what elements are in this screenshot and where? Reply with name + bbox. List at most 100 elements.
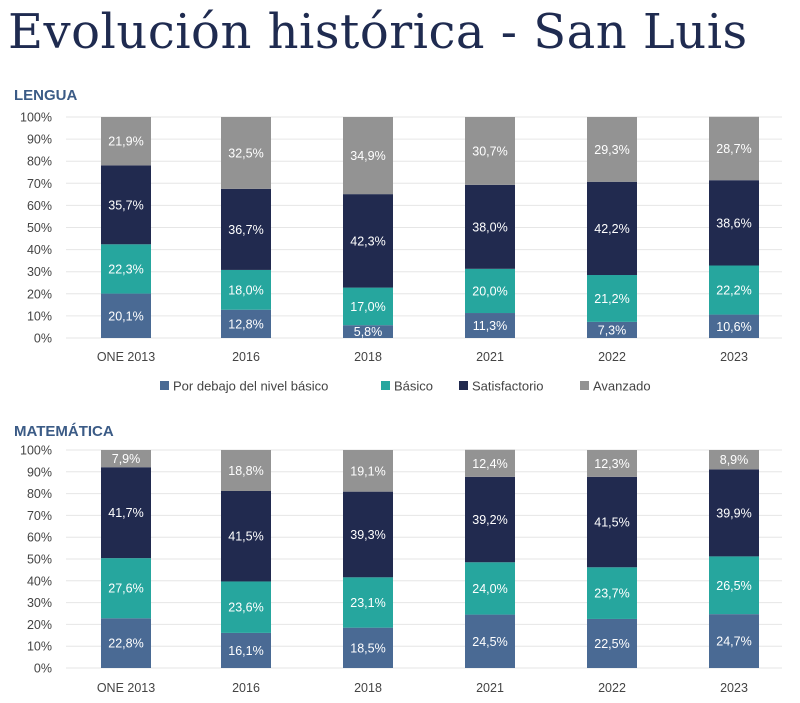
matematica-bar-segment	[709, 614, 759, 668]
matematica-data-label: 26,5%	[716, 579, 751, 593]
lengua-bar-segment	[587, 117, 637, 182]
lengua-data-label: 38,0%	[472, 220, 507, 234]
lengua-data-label: 29,3%	[594, 143, 629, 157]
lengua-data-label: 17,0%	[350, 300, 385, 314]
matematica-bar-segment	[343, 577, 393, 628]
lengua-data-label: 7,3%	[598, 323, 627, 337]
matematica-category-label: 2018	[354, 681, 382, 695]
lengua-bar-segment	[465, 117, 515, 185]
legend-swatch	[381, 381, 390, 390]
legend-swatch	[160, 381, 169, 390]
matematica-data-label: 8,9%	[720, 453, 749, 467]
lengua-y-tick-label: 60%	[27, 199, 52, 213]
matematica-y-tick-label: 50%	[27, 553, 52, 567]
page-title: Evolución histórica - San Luis	[8, 4, 748, 60]
matematica-data-label: 41,5%	[228, 530, 263, 544]
legend-swatch	[459, 381, 468, 390]
lengua-bar-segment	[587, 321, 637, 338]
lengua-bar-segment	[343, 287, 393, 326]
matematica-y-tick-label: 0%	[34, 662, 52, 676]
lengua-bar-segment	[709, 265, 759, 315]
matematica-category-label: 2022	[598, 681, 626, 695]
lengua-data-label: 11,3%	[473, 319, 508, 333]
matematica-data-label: 19,1%	[350, 464, 385, 478]
matematica-bar-segment	[465, 562, 515, 615]
matematica-bar-segment	[709, 556, 759, 615]
lengua-category-label: 2016	[232, 350, 260, 364]
lengua-chart-title: LENGUA	[14, 87, 78, 104]
lengua-bar-segment	[465, 268, 515, 314]
matematica-bar-segment	[101, 618, 151, 668]
lengua-data-label: 38,6%	[716, 216, 751, 230]
lengua-data-label: 5,8%	[354, 325, 383, 339]
matematica-data-label: 18,8%	[228, 464, 263, 478]
lengua-bar-segment	[587, 275, 637, 322]
matematica-bar-segment	[587, 618, 637, 668]
matematica-data-label: 41,5%	[594, 516, 629, 530]
matematica-bar-segment	[221, 490, 271, 582]
lengua-y-tick-label: 70%	[27, 177, 52, 191]
legend-label: Básico	[394, 379, 433, 394]
lengua-bar-segment	[709, 314, 759, 338]
matematica-category-label: 2021	[476, 681, 504, 695]
lengua-y-tick-label: 90%	[27, 133, 52, 147]
lengua-data-label: 22,3%	[108, 262, 143, 276]
matematica-y-tick-label: 30%	[27, 596, 52, 610]
lengua-data-label: 36,7%	[228, 223, 263, 237]
matematica-bar-segment	[101, 450, 151, 468]
lengua-category-label: ONE 2013	[97, 350, 155, 364]
matematica-bar-segment	[465, 449, 515, 477]
matematica-bar-segment	[221, 450, 271, 491]
lengua-bar-segment	[221, 117, 271, 189]
lengua-data-label: 22,2%	[716, 284, 751, 298]
matematica-y-tick-label: 20%	[27, 618, 52, 632]
matematica-y-tick-label: 60%	[27, 531, 52, 545]
lengua-y-tick-label: 20%	[27, 287, 52, 301]
matematica-bar-segment	[343, 491, 393, 578]
lengua-bar-segment	[221, 188, 271, 270]
matematica-bar-segment	[221, 632, 271, 668]
matematica-bar-segment	[221, 581, 271, 633]
lengua-data-label: 34,9%	[350, 149, 385, 163]
matematica-data-label: 39,9%	[716, 506, 751, 520]
lengua-category-label: 2018	[354, 350, 382, 364]
matematica-data-label: 23,7%	[594, 587, 629, 601]
matematica-data-label: 39,2%	[472, 513, 507, 527]
lengua-y-tick-label: 40%	[27, 243, 52, 257]
lengua-bar-segment	[101, 293, 151, 338]
matematica-bar-segment	[343, 450, 393, 492]
lengua-data-label: 32,5%	[228, 146, 263, 160]
matematica-bar-segment	[465, 476, 515, 563]
lengua-bar-segment	[101, 165, 151, 245]
lengua-data-label: 20,0%	[472, 284, 507, 298]
lengua-data-label: 20,1%	[108, 309, 143, 323]
matematica-data-label: 12,3%	[594, 457, 629, 471]
matematica-bar-segment	[101, 467, 151, 559]
lengua-bar-segment	[343, 194, 393, 288]
matematica-data-label: 27,6%	[108, 582, 143, 596]
lengua-bar-segment	[709, 180, 759, 266]
lengua-data-label: 42,3%	[350, 234, 385, 248]
lengua-bar-segment	[343, 325, 393, 338]
matematica-y-tick-label: 100%	[20, 444, 52, 458]
matematica-data-label: 12,4%	[472, 457, 507, 471]
lengua-data-label: 21,2%	[594, 292, 629, 306]
matematica-bar-segment	[465, 614, 515, 668]
legend-swatch	[580, 381, 589, 390]
lengua-y-tick-label: 30%	[27, 265, 52, 279]
legend-label: Avanzado	[593, 379, 651, 394]
lengua-data-label: 21,9%	[108, 135, 143, 149]
legend-label: Por debajo del nivel básico	[173, 379, 328, 394]
lengua-bar-segment	[343, 117, 393, 195]
lengua-data-label: 10,6%	[716, 320, 751, 334]
matematica-category-label: ONE 2013	[97, 681, 155, 695]
matematica-bar-segment	[587, 450, 637, 477]
legend-label: Satisfactorio	[472, 379, 544, 394]
matematica-data-label: 16,1%	[228, 644, 263, 658]
lengua-bar-segment	[221, 269, 271, 310]
lengua-category-label: 2023	[720, 350, 748, 364]
matematica-bar-segment	[587, 476, 637, 568]
lengua-y-tick-label: 100%	[20, 111, 52, 125]
matematica-y-tick-label: 10%	[27, 640, 52, 654]
matematica-chart-title: MATEMÁTICA	[14, 423, 114, 440]
